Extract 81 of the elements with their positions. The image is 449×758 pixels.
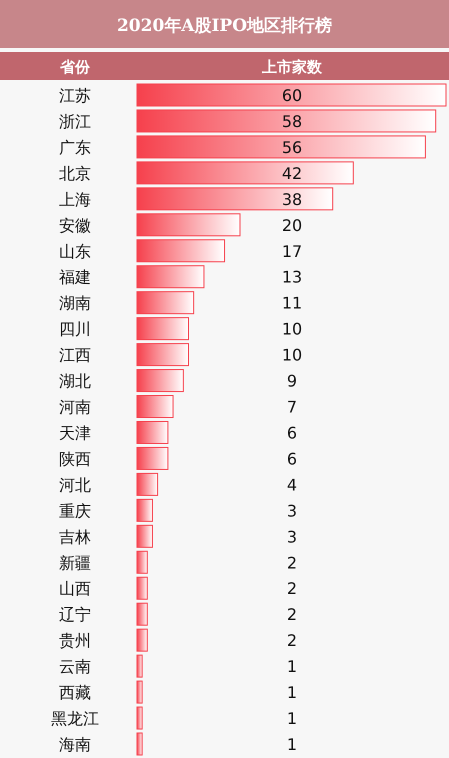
data-label: 38: [282, 190, 302, 209]
data-label: 10: [282, 320, 302, 339]
y-tick-label: 吉林: [59, 527, 91, 546]
y-tick-label: 陕西: [59, 449, 91, 468]
data-label: 9: [286, 372, 298, 391]
bar: [136, 109, 436, 132]
data-label: 6: [286, 449, 298, 468]
data-label: 4: [286, 475, 298, 494]
y-tick-label: 河北: [59, 475, 91, 494]
bar: [136, 84, 446, 106]
chart-title: 2020年A股IPO地区排行榜: [116, 16, 332, 36]
data-label: 60: [282, 86, 302, 105]
y-tick-label: 上海: [59, 190, 91, 209]
data-label: 3: [286, 527, 298, 546]
y-tick-label: 海南: [59, 735, 91, 754]
data-label: 58: [282, 112, 302, 131]
data-label: 17: [282, 242, 302, 261]
y-tick-label: 天津: [59, 423, 91, 442]
bar: [136, 187, 334, 210]
y-tick-label: 江西: [59, 346, 91, 365]
y-tick-label: 黑龙江: [51, 709, 99, 728]
x-axis-title: 上市家数: [261, 58, 323, 76]
data-label: 2: [286, 579, 298, 598]
y-tick-label: 四川: [59, 320, 91, 339]
data-label: 13: [282, 268, 302, 287]
bar: [136, 732, 143, 756]
y-tick-label: 安徽: [59, 216, 91, 235]
data-label: 10: [282, 346, 302, 365]
bar: [136, 498, 153, 522]
data-label: 56: [282, 138, 302, 157]
y-tick-label: 云南: [59, 657, 91, 676]
bar: [136, 654, 143, 678]
data-label: 2: [286, 605, 298, 624]
data-label: 1: [286, 657, 298, 676]
y-tick-label: 辽宁: [59, 605, 91, 624]
bar: [136, 265, 204, 288]
data-label: 1: [286, 709, 298, 728]
y-tick-label: 湖北: [59, 372, 91, 391]
y-tick-label: 浙江: [59, 112, 91, 131]
y-tick-label: 湖南: [59, 294, 91, 313]
y-tick-label: 山东: [59, 242, 91, 261]
bar: [136, 161, 354, 184]
bar: [136, 420, 168, 444]
bar: [136, 343, 189, 366]
bar: [136, 446, 168, 470]
y-tick-label: 西藏: [59, 683, 91, 702]
data-label: 3: [286, 501, 298, 520]
bar: [136, 239, 226, 262]
bar: [136, 680, 143, 704]
bar: [136, 524, 153, 548]
data-label: 7: [286, 398, 298, 417]
bar: [136, 628, 148, 652]
y-tick-label: 贵州: [59, 631, 91, 650]
y-tick-label: 河南: [59, 398, 91, 417]
data-label: 2: [286, 631, 298, 650]
data-label: 2: [286, 553, 298, 572]
bar: [136, 706, 143, 730]
y-tick-label: 重庆: [59, 501, 91, 520]
bar: [136, 369, 184, 392]
y-tick-label: 北京: [59, 164, 91, 183]
bar: [136, 213, 240, 236]
data-label: 6: [286, 423, 298, 442]
y-tick-label: 山西: [59, 579, 91, 598]
y-tick-label: 广东: [59, 138, 91, 157]
y-tick-label: 新疆: [59, 553, 91, 572]
y-tick-label: 福建: [59, 268, 91, 287]
y-tick-label: 江苏: [59, 86, 91, 105]
data-label: 1: [286, 683, 298, 702]
bar: [136, 550, 148, 574]
bar: [136, 576, 148, 600]
data-label: 42: [282, 164, 302, 183]
data-label: 1: [286, 735, 298, 754]
bar: [136, 135, 426, 158]
y-axis-title: 省份: [59, 58, 91, 76]
bar: [136, 317, 189, 340]
data-label: 11: [282, 294, 302, 313]
bar: [136, 472, 158, 496]
bar: [136, 395, 174, 418]
bar: [136, 291, 194, 314]
data-label: 20: [282, 216, 302, 235]
bar: [136, 602, 148, 626]
